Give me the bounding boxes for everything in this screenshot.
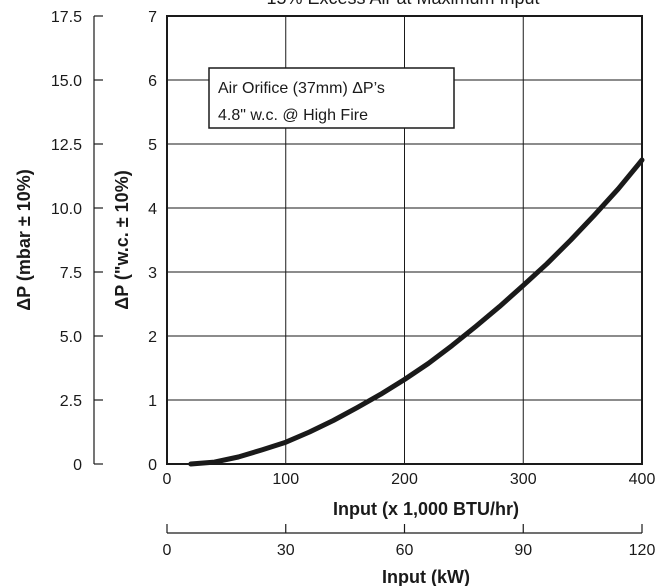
x-tick-label: 0 [163, 471, 172, 488]
kw-tick-label: 120 [629, 542, 656, 559]
y-tick-label: 7 [148, 9, 157, 26]
y-tick-label: 3 [148, 265, 157, 282]
kw-tick-label: 0 [163, 542, 172, 559]
pressure-curve-line [188, 157, 645, 467]
btu-axis-ticks: 0 100 200 300 400 [163, 471, 656, 488]
mbar-tick-label: 10.0 [51, 201, 82, 218]
x-tick-label: 100 [272, 471, 299, 488]
mbar-tick-label: 5.0 [60, 329, 82, 346]
y2-axis-title: ΔP (mbar ± 10%) [14, 169, 34, 311]
y-tick-label: 6 [148, 73, 157, 90]
plot-frame [166, 15, 643, 465]
kw-tick-label: 60 [396, 542, 414, 559]
mbar-tick-label: 15.0 [51, 73, 82, 90]
mbar-axis: 0 2.5 5.0 7.5 10.0 12.5 15.0 17.5 [51, 9, 103, 474]
chart-title: 15% Excess Air at Maximum Input [266, 0, 539, 8]
x-tick-label: 200 [391, 471, 418, 488]
y-tick-label: 2 [148, 329, 157, 346]
x2-axis-title: Input (kW) [382, 567, 470, 586]
annotation-frame [208, 67, 455, 129]
mbar-tick-label: 12.5 [51, 137, 82, 154]
annotation-box: Air Orifice (37mm) ΔP’s 4.8" w.c. @ High… [208, 67, 455, 129]
wc-axis-ticks: 0 1 2 3 4 5 6 7 [148, 9, 157, 474]
x-tick-label: 400 [629, 471, 656, 488]
mbar-tick-label: 7.5 [60, 265, 82, 282]
x-axis-title: Input (x 1,000 BTU/hr) [333, 499, 519, 519]
kw-tick-label: 30 [277, 542, 295, 559]
mbar-tick-label: 0 [73, 457, 82, 474]
mbar-tick-label: 17.5 [51, 9, 82, 26]
mbar-tick-label: 2.5 [60, 393, 82, 410]
y-tick-label: 5 [148, 137, 157, 154]
y-tick-label: 1 [148, 393, 157, 410]
kw-axis: 0 30 60 90 120 [163, 524, 656, 559]
y-tick-label: 0 [148, 457, 157, 474]
x-tick-label: 300 [510, 471, 537, 488]
annotation-line-1: Air Orifice (37mm) ΔP’s [218, 80, 385, 97]
y-axis-title: ΔP ("w.c. ± 10%) [112, 170, 132, 309]
y-tick-label: 4 [148, 201, 157, 218]
annotation-line-2: 4.8" w.c. @ High Fire [218, 107, 368, 124]
kw-tick-label: 90 [514, 542, 532, 559]
